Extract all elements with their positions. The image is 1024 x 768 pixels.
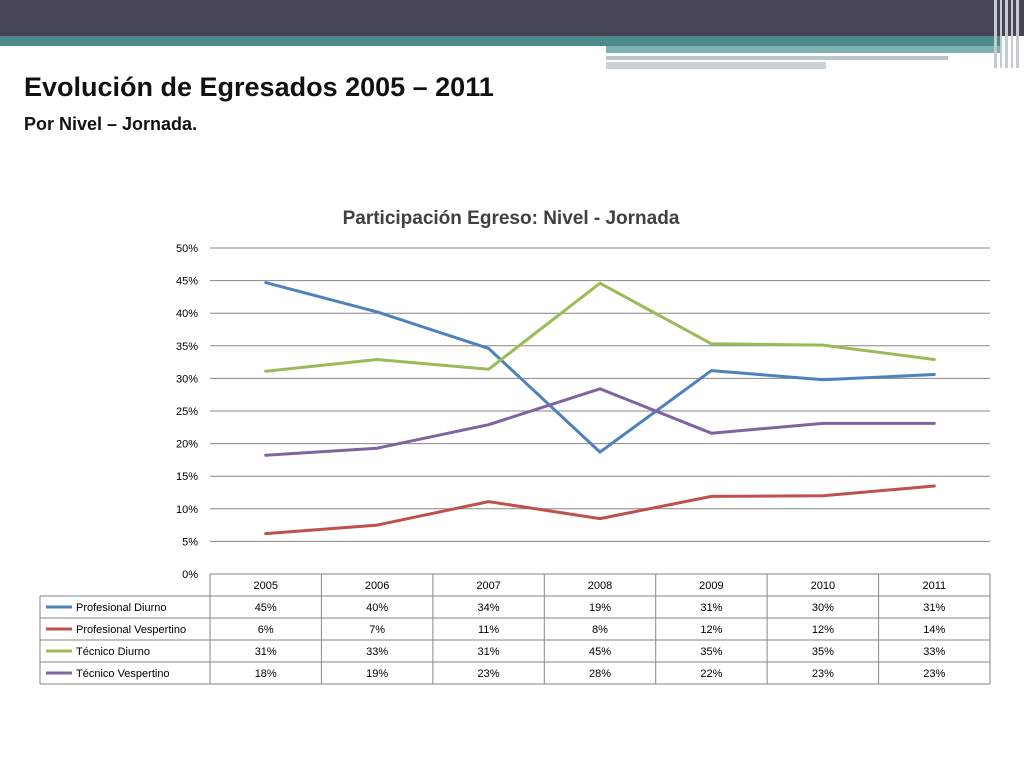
- slide-title: Evolución de Egresados 2005 – 2011: [24, 72, 494, 102]
- x-tick-label: 2007: [476, 580, 500, 592]
- data-label: 35%: [812, 646, 834, 658]
- series-line-2: [264, 484, 936, 536]
- chart-series: [264, 281, 936, 536]
- header-decoration-line: [1016, 0, 1019, 68]
- data-label: 30%: [812, 602, 834, 614]
- data-label: 18%: [255, 668, 277, 680]
- y-tick-label: 10%: [176, 504, 198, 516]
- data-label: 12%: [700, 624, 722, 636]
- y-tick-label: 20%: [176, 439, 198, 451]
- y-tick-label: 30%: [176, 373, 198, 385]
- data-label: 31%: [478, 646, 500, 658]
- data-label: 12%: [812, 624, 834, 636]
- header-decoration-line: [1011, 0, 1013, 68]
- data-label: 19%: [589, 602, 611, 614]
- header-decoration-line: [994, 0, 997, 68]
- data-label: 14%: [923, 624, 945, 636]
- series-line-4: [264, 387, 936, 457]
- data-label: 33%: [366, 646, 388, 658]
- data-label: 31%: [255, 646, 277, 658]
- data-label: 19%: [366, 668, 388, 680]
- legend-label: Profesional Diurno: [76, 602, 167, 614]
- y-tick-label: 35%: [176, 341, 198, 353]
- slide-header-accent: [606, 46, 1000, 53]
- series-line-3: [264, 281, 936, 373]
- data-label: 31%: [700, 602, 722, 614]
- data-label: 23%: [812, 668, 834, 680]
- data-label: 23%: [923, 668, 945, 680]
- data-label: 22%: [700, 668, 722, 680]
- slide-subtitle: Por Nivel – Jornada.: [24, 114, 198, 134]
- data-label: 45%: [255, 602, 277, 614]
- data-label: 33%: [923, 646, 945, 658]
- y-tick-label: 0%: [182, 569, 198, 581]
- data-label: 35%: [700, 646, 722, 658]
- slide-header-line: [606, 56, 948, 60]
- slide-header-line-short: [606, 62, 826, 69]
- series-line-1: [264, 281, 936, 454]
- y-tick-label: 25%: [176, 406, 198, 418]
- data-label: 7%: [369, 624, 385, 636]
- legend-label: Técnico Diurno: [76, 646, 150, 658]
- data-label: 45%: [589, 646, 611, 658]
- y-tick-label: 15%: [176, 471, 198, 483]
- legend-label: Técnico Vespertino: [76, 668, 170, 680]
- chart-data-table: 2005 2006 2007 2008 2009 2010 2011 Profesional …: [39, 573, 991, 685]
- data-label: 34%: [478, 602, 500, 614]
- x-tick-label: 2011: [922, 580, 946, 592]
- y-tick-label: 45%: [176, 276, 198, 288]
- header-decoration-line: [1005, 0, 1008, 68]
- data-label: 8%: [592, 624, 608, 636]
- x-tick-label: 2009: [699, 580, 723, 592]
- y-tick-label: 40%: [176, 308, 198, 320]
- data-label: 40%: [366, 602, 388, 614]
- data-label: 11%: [478, 624, 499, 636]
- y-tick-label: 5%: [182, 536, 198, 548]
- x-tick-label: 2010: [811, 580, 835, 592]
- header-decoration-line: [1000, 0, 1002, 68]
- legend-label: Profesional Vespertino: [76, 624, 186, 636]
- slide-header-bar: [0, 0, 1024, 36]
- x-tick-label: 2006: [365, 580, 389, 592]
- y-tick-label: 50%: [176, 243, 198, 255]
- x-tick-label: 2008: [588, 580, 612, 592]
- data-label: 23%: [478, 668, 500, 680]
- x-tick-label: 2005: [253, 580, 277, 592]
- chart-gridlines: 0% 5% 10% 15% 20% 25% 30% 35% 40% 45% 50%: [176, 243, 990, 581]
- chart-title: Participación Egreso: Nivel - Jornada: [343, 208, 680, 229]
- slide-header-stripe: [0, 36, 1000, 46]
- data-label: 6%: [258, 624, 274, 636]
- data-label: 31%: [923, 602, 945, 614]
- data-label: 28%: [589, 668, 611, 680]
